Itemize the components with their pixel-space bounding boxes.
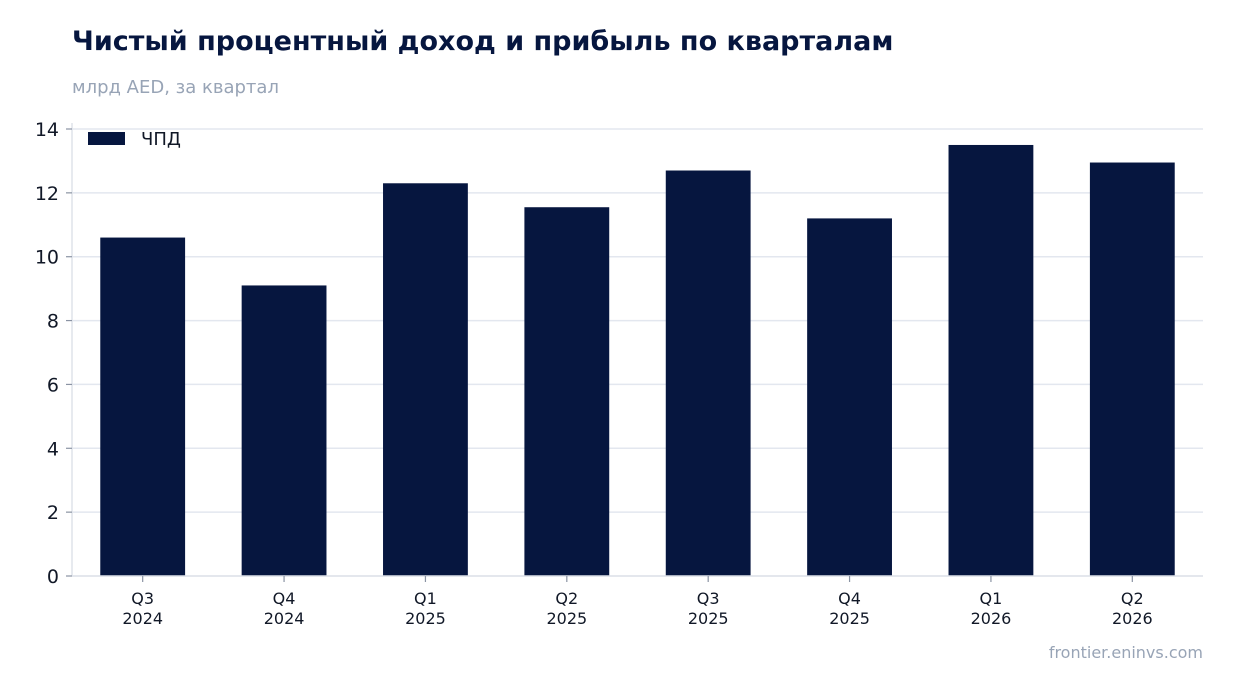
y-tick-label: 10 xyxy=(35,247,59,269)
chart-title: Чистый процентный доход и прибыль по ква… xyxy=(72,26,894,57)
bar xyxy=(100,237,186,577)
y-tick-label: 6 xyxy=(47,374,59,396)
y-tick-label: 8 xyxy=(47,311,59,333)
x-tick-label-quarter: Q3 xyxy=(131,589,154,608)
legend-swatch xyxy=(88,132,125,145)
x-tick-label-year: 2026 xyxy=(971,609,1012,628)
y-tick-label: 0 xyxy=(47,566,59,588)
x-tick-label-year: 2024 xyxy=(122,609,163,628)
bar xyxy=(948,144,1034,576)
y-tick-label: 4 xyxy=(47,438,59,460)
y-axis-ticks: 0 2 4 6 8 10 12 14 xyxy=(35,119,72,588)
x-tick-label-year: 2025 xyxy=(546,609,587,628)
bar xyxy=(665,170,751,576)
bar xyxy=(383,183,468,576)
x-axis-ticks: Q32024Q42024Q12025Q22025Q32025Q42025Q120… xyxy=(122,576,1153,628)
source-credit: frontier.eninvs.com xyxy=(1048,643,1203,662)
bar xyxy=(241,285,327,576)
bar xyxy=(524,207,610,576)
x-tick-label-quarter: Q4 xyxy=(273,589,296,608)
x-tick-label-quarter: Q2 xyxy=(555,589,578,608)
x-tick-label-year: 2026 xyxy=(1112,609,1153,628)
chart-subtitle: млрд AED, за квартал xyxy=(72,77,279,98)
bar xyxy=(807,218,892,576)
x-tick-label-quarter: Q4 xyxy=(838,589,861,608)
x-tick-label-year: 2025 xyxy=(829,609,870,628)
y-tick-label: 12 xyxy=(35,183,59,205)
y-tick-label: 2 xyxy=(47,502,59,524)
x-tick-label-quarter: Q2 xyxy=(1121,589,1144,608)
legend-label: ЧПД xyxy=(141,129,181,150)
x-tick-label-year: 2024 xyxy=(264,609,305,628)
x-tick-label-quarter: Q3 xyxy=(697,589,720,608)
x-tick-label-quarter: Q1 xyxy=(980,589,1003,608)
x-tick-label-year: 2025 xyxy=(688,609,729,628)
x-tick-label-quarter: Q1 xyxy=(414,589,437,608)
legend: ЧПД xyxy=(88,129,181,150)
x-tick-label-year: 2025 xyxy=(405,609,446,628)
bars xyxy=(100,144,1175,577)
axes xyxy=(71,123,1203,577)
bar xyxy=(1089,162,1175,576)
y-tick-label: 14 xyxy=(35,119,59,141)
